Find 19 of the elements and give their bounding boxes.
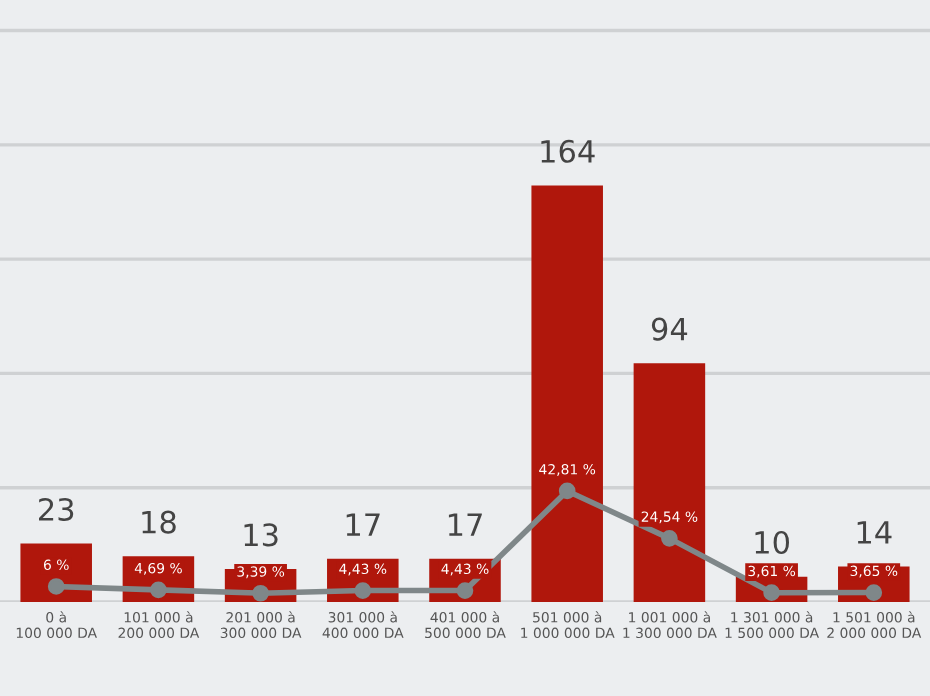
point — [661, 530, 678, 547]
data-label: 164 — [541, 139, 595, 163]
data-label: 17 — [448, 513, 482, 536]
point — [354, 582, 372, 599]
data-label: 10 — [755, 530, 789, 555]
bar — [531, 185, 603, 603]
data-label: 23 — [39, 497, 74, 522]
data-label: 13 — [244, 523, 278, 547]
point — [150, 581, 167, 599]
data-label: 94 — [651, 317, 688, 341]
data-label: 17 — [346, 513, 380, 536]
bar — [633, 363, 706, 603]
point — [763, 584, 780, 602]
point — [456, 582, 474, 599]
point — [252, 584, 269, 602]
point — [558, 482, 576, 500]
data-label: 18 — [142, 510, 176, 534]
point — [47, 578, 65, 595]
data-label: 14 — [857, 521, 892, 544]
